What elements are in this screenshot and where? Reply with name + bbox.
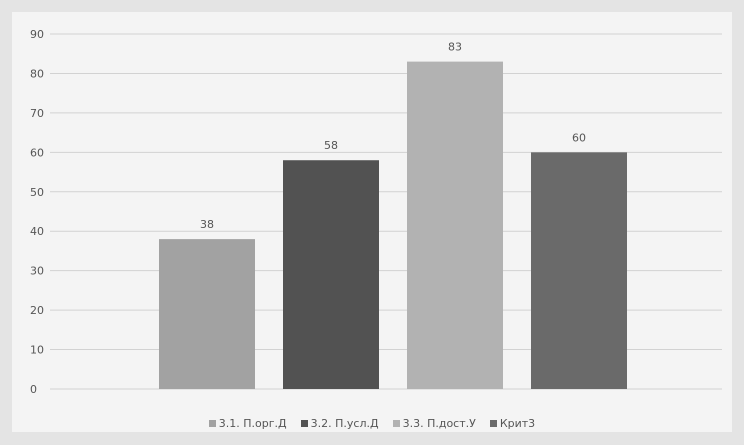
- y-tick-label: 70: [30, 107, 44, 120]
- bar: [283, 160, 379, 389]
- data-label: 58: [324, 139, 338, 152]
- data-label: 60: [572, 131, 586, 144]
- y-tick-label: 10: [30, 344, 44, 357]
- data-label: 38: [200, 218, 214, 231]
- bar: [531, 152, 627, 389]
- y-tick-label: 60: [30, 146, 44, 159]
- legend-label: Крит3: [499, 417, 536, 430]
- legend-label: 3.2. П.усл.Д: [310, 417, 379, 430]
- y-axis-ticks: 0 10 20 30 40 50 60 70 80 90: [30, 28, 44, 396]
- bar: [407, 61, 503, 389]
- bar: [159, 239, 255, 389]
- legend-swatch: [392, 420, 400, 427]
- bars: [159, 61, 627, 389]
- y-tick-label: 80: [30, 67, 44, 80]
- y-tick-label: 0: [30, 383, 37, 396]
- y-tick-label: 40: [30, 225, 44, 238]
- legend-item: 3.3. П.дост.У: [392, 417, 476, 430]
- y-tick-label: 90: [30, 28, 44, 41]
- legend-swatch: [489, 420, 497, 427]
- data-label: 83: [448, 41, 462, 54]
- y-tick-label: 50: [30, 186, 44, 199]
- legend-label: 3.3. П.дост.У: [402, 417, 476, 430]
- y-tick-label: 30: [30, 265, 44, 278]
- legend-item: 3.2. П.усл.Д: [300, 417, 379, 430]
- y-tick-label: 20: [30, 304, 44, 317]
- data-labels: 38 58 83 60: [200, 41, 586, 232]
- legend: 3.1. П.орг.Д 3.2. П.усл.Д 3.3. П.дост.У Кри…: [0, 417, 744, 430]
- legend-item: 3.1. П.орг.Д: [208, 417, 287, 430]
- legend-item: Крит3: [489, 417, 536, 430]
- legend-swatch: [300, 420, 308, 427]
- legend-label: 3.1. П.орг.Д: [218, 417, 287, 430]
- legend-swatch: [208, 420, 216, 427]
